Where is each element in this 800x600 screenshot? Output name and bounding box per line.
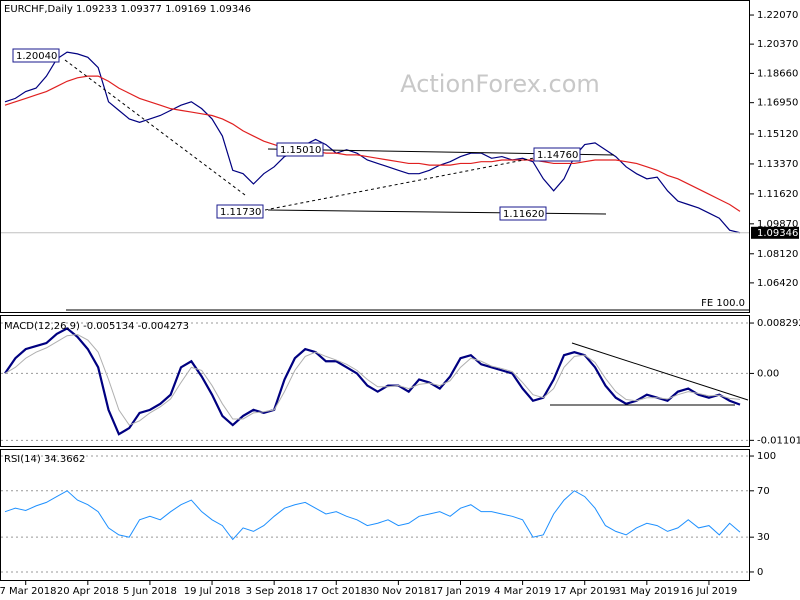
support-line [267, 209, 607, 215]
label-box [533, 147, 581, 162]
x-tick-label: 5 Jun 2018 [123, 586, 177, 597]
annotation: 1.15010 [280, 145, 321, 156]
annotation: 1.20040 [16, 51, 57, 62]
x-tick-label: 17 Jan 2019 [431, 586, 491, 597]
series-line [4, 327, 741, 436]
y-tick-label: 1.06420 [757, 278, 798, 289]
y-tick-label: 1.16950 [757, 98, 798, 109]
y-tick-label: 1.09870 [757, 219, 798, 230]
annotation: FE 100.0 [701, 298, 745, 309]
y-tick-label: 30 [757, 532, 770, 543]
macd-title: MACD(12,26,9) -0.005134 -0.004273 [4, 321, 189, 332]
x-tick-label: 4 Mar 2019 [494, 586, 551, 597]
macd-panel [0, 315, 750, 447]
plot-layer: 1.22070 1.20370 1.18660 1.16950 1.15120 1.133… [0, 10, 800, 597]
y-tick-label: -0.011015 [757, 435, 800, 446]
y-tick-label: 70 [757, 486, 770, 497]
macd-trend-line [571, 342, 749, 401]
series-line [4, 334, 741, 426]
label-box [12, 48, 60, 63]
series-line [4, 490, 741, 541]
y-tick-label: 0.008292 [757, 318, 800, 329]
fib-line [64, 59, 246, 196]
y-tick-label: 0 [757, 567, 763, 578]
x-tick-label: 3 Sep 2018 [246, 586, 303, 597]
series-line [4, 51, 741, 234]
label-box [216, 204, 264, 219]
x-tick-label: 16 Jul 2019 [681, 586, 738, 597]
label-box [499, 206, 547, 221]
watermark: ActionForex.com [400, 70, 600, 98]
y-tick-label: 1.08120 [757, 249, 798, 260]
y-tick-label: 1.18660 [757, 68, 798, 79]
x-tick-label: 30 Nov 2018 [366, 586, 430, 597]
x-tick-label: 19 Jul 2018 [184, 586, 241, 597]
fib-line [264, 151, 566, 211]
price-title: EURCHF,Daily 1.09233 1.09377 1.09169 1.0… [4, 4, 251, 15]
last-price-box [751, 226, 799, 239]
y-tick-label: 1.11620 [757, 189, 798, 200]
y-tick-label: 1.20370 [757, 39, 798, 50]
x-tick-label: 7 Mar 2018 [0, 586, 57, 597]
x-tick-label: 17 Oct 2018 [305, 586, 367, 597]
x-tick-label: 20 Apr 2018 [57, 586, 119, 597]
y-tick-label: 0.00 [757, 368, 779, 379]
x-tick-label: 31 May 2019 [614, 586, 679, 597]
y-tick-label: 100 [757, 451, 776, 462]
rsi-title: RSI(14) 34.3662 [4, 454, 85, 465]
price-panel [0, 0, 750, 313]
last-price-label: 1.09346 [757, 228, 798, 239]
annotation: 1.14760 [537, 150, 578, 161]
x-tick-label: 17 Apr 2019 [554, 586, 616, 597]
y-tick-label: 1.22070 [757, 10, 798, 21]
annotation: 1.11620 [503, 209, 544, 220]
series-line [4, 75, 741, 212]
label-box [276, 142, 324, 157]
y-tick-label: 1.13370 [757, 159, 798, 170]
annotation: 1.11730 [220, 207, 261, 218]
rsi-panel [0, 449, 750, 581]
y-tick-label: 1.15120 [757, 129, 798, 140]
